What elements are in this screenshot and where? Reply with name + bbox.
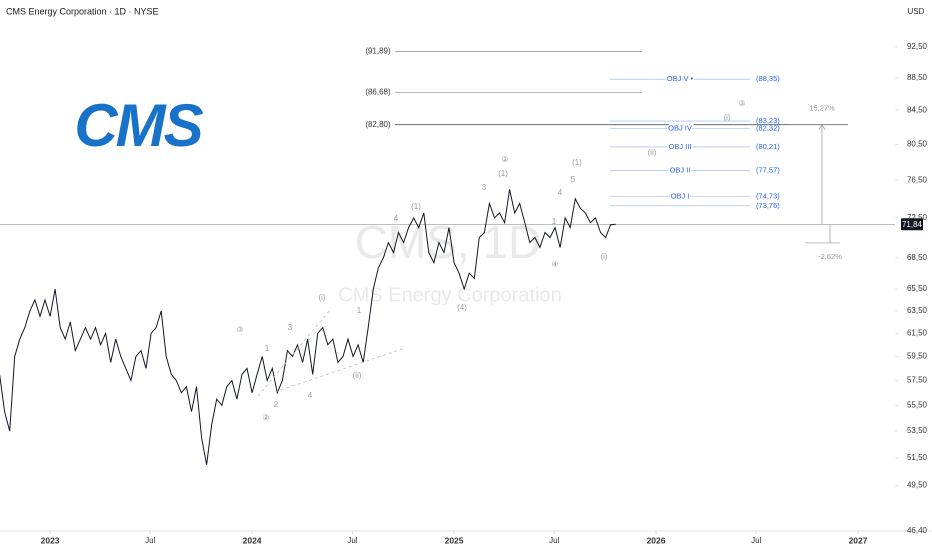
wave-label: ② (262, 413, 269, 422)
measure-up-label: 15,27% (809, 104, 835, 113)
objective-name: OBJ I (671, 192, 690, 201)
x-tick-label: 2026 (647, 535, 666, 545)
wave-label: (1) (411, 202, 421, 211)
wave-label: 2 (274, 400, 279, 409)
y-tick-label: 49,50 (907, 481, 928, 490)
x-tick-label: Jul (347, 536, 357, 545)
x-tick-label: 2027 (849, 535, 868, 545)
objective-value: (83,23) (756, 116, 780, 125)
chart-title: CMS Energy Corporation · 1D · NYSE (6, 6, 159, 16)
objective-name: OBJ III (669, 142, 692, 151)
wave-label: ② (501, 155, 508, 164)
objective-value: (82,32) (756, 124, 780, 133)
y-tick-label: 76,50 (907, 175, 928, 184)
wave-label: (1) (572, 158, 582, 167)
last-price-label: 71,84 (902, 220, 923, 229)
wave-label: 4 (394, 214, 399, 223)
measure-down-label: -2,62% (818, 252, 842, 261)
wave-label: 4 (308, 391, 313, 400)
objective-value: (88,35) (756, 74, 780, 83)
wave-label: 1 (265, 344, 270, 353)
wave-label: 5 (571, 175, 576, 184)
wave-label: (4) (457, 303, 467, 312)
x-tick-label: 2023 (41, 535, 60, 545)
wave-label: (i) (723, 113, 730, 122)
y-tick-label: 55,50 (907, 400, 928, 409)
wave-label: 3 (288, 323, 293, 332)
x-tick-label: Jul (549, 536, 559, 545)
watermark-symbol: CMS, 1D (355, 216, 542, 268)
objective-value: (77,57) (756, 165, 780, 174)
objective-value: (73,76) (756, 201, 780, 210)
objective-name: OBJ IV (668, 124, 692, 133)
level-label: (91,89) (365, 47, 391, 56)
y-tick-label: 92,50 (907, 42, 928, 51)
y-tick-label: 72,50 (907, 213, 928, 222)
wave-label: 1 (552, 217, 557, 226)
wave-label: (ii) (353, 371, 362, 380)
wave-label: ④ (551, 260, 558, 269)
y-tick-label: 84,50 (907, 106, 928, 115)
wave-label: (i) (600, 252, 607, 261)
y-tick-label: 46,40 (907, 526, 928, 535)
trend-line (274, 347, 406, 393)
y-tick-label: 51,50 (907, 453, 928, 462)
y-tick-label: 65,50 (907, 284, 928, 293)
watermark-name: CMS Energy Corporation (338, 284, 561, 306)
y-tick-label: 59,50 (907, 352, 928, 361)
wave-label: (1) (498, 169, 508, 178)
objective-name: OBJ II (670, 165, 691, 174)
price-line (0, 189, 616, 465)
x-tick-label: 2025 (445, 535, 464, 545)
wave-label: 4 (558, 188, 563, 197)
objective-value: (74,73) (756, 192, 780, 201)
y-tick-label: 61,50 (907, 328, 928, 337)
wave-label: ③ (738, 99, 745, 108)
objective-value: (80,21) (756, 142, 780, 151)
level-label: (82,80) (365, 120, 391, 129)
y-tick-label: 57,50 (907, 376, 928, 385)
measure-arrow-up (818, 123, 826, 130)
wave-label: ③ (236, 325, 243, 334)
wave-label: (ii) (648, 148, 657, 157)
wave-label: (i) (318, 293, 325, 302)
wave-label: 1 (357, 306, 362, 315)
last-price-box (901, 218, 923, 231)
currency: USD (908, 7, 925, 16)
logo: CMS (74, 92, 203, 159)
wave-label: 3 (482, 183, 487, 192)
y-tick-label: 80,50 (907, 140, 928, 149)
level-label: (86,68) (365, 88, 391, 97)
x-tick-label: 2024 (243, 535, 262, 545)
x-tick-label: Jul (751, 536, 761, 545)
y-tick-label: 53,50 (907, 426, 928, 435)
y-tick-label: 88,50 (907, 73, 928, 82)
x-tick-label: Jul (145, 536, 155, 545)
objective-name: OBJ V • (667, 74, 694, 83)
y-tick-label: 63,50 (907, 306, 928, 315)
trend-line (257, 309, 331, 397)
y-tick-label: 68,50 (907, 253, 928, 262)
